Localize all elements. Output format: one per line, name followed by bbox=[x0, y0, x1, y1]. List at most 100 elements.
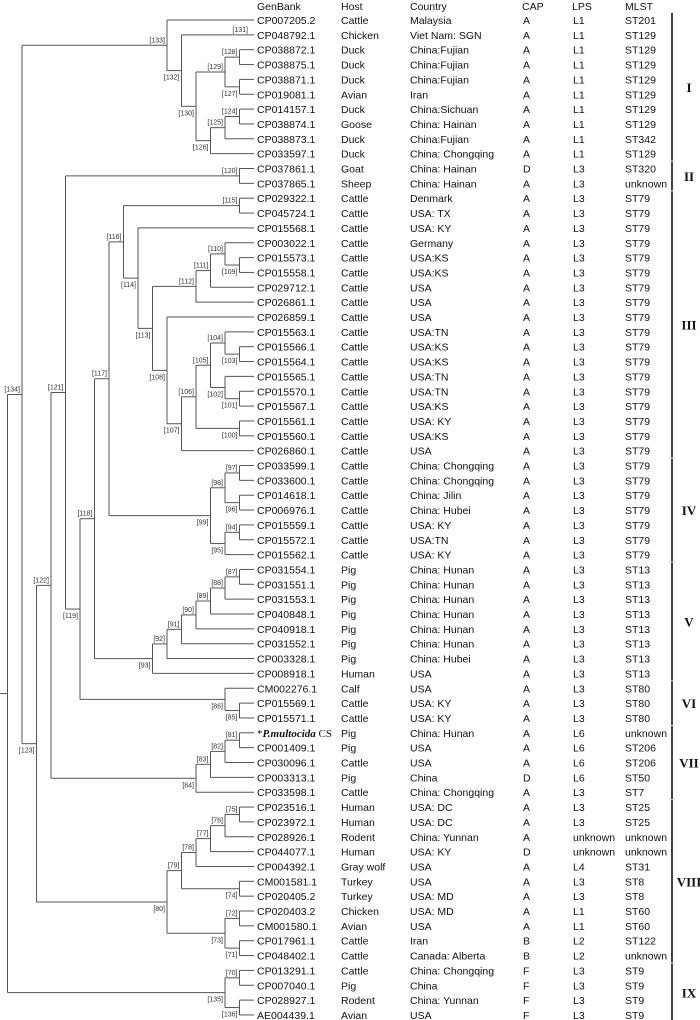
genbank-id: CP026861.1 bbox=[257, 297, 316, 309]
host-cell: Turkey bbox=[341, 891, 373, 903]
lps-cell: L3 bbox=[573, 683, 585, 695]
mlst-cell: ST79 bbox=[625, 312, 650, 324]
node-label: [116] bbox=[106, 234, 121, 241]
cap-cell: A bbox=[523, 802, 530, 814]
genbank-id: *P.multocida CS bbox=[257, 728, 332, 740]
clade-numeral: VI bbox=[682, 696, 696, 711]
host-cell: Cattle bbox=[341, 357, 369, 369]
lps-cell: L6 bbox=[573, 772, 585, 784]
country-cell: Denmark bbox=[410, 193, 453, 205]
genbank-id: CP015562.1 bbox=[257, 550, 316, 562]
host-cell: Cattle bbox=[341, 282, 369, 294]
table-row: CP026861.1 Cattle USA A L3 ST79 bbox=[257, 297, 650, 309]
mlst-cell: ST129 bbox=[625, 104, 656, 116]
genbank-id: CP015568.1 bbox=[257, 223, 316, 235]
node-label: [124] bbox=[222, 109, 238, 116]
node-label: [98] bbox=[211, 480, 223, 487]
mlst-cell: ST79 bbox=[625, 520, 650, 532]
country-cell: USA: DC bbox=[410, 802, 453, 814]
cap-cell: A bbox=[523, 505, 530, 517]
country-cell: USA bbox=[410, 861, 432, 873]
table-row: CM002276.1 Calf USA A L3 ST80 bbox=[257, 683, 650, 695]
genbank-id: CP026859.1 bbox=[257, 312, 316, 324]
host-cell: Pig bbox=[341, 564, 356, 576]
table-row: CP003022.1 Cattle Germany A L3 ST79 bbox=[257, 238, 650, 250]
mlst-cell: ST79 bbox=[625, 490, 650, 502]
genbank-id: CP038871.1 bbox=[257, 74, 316, 86]
node-label: [95] bbox=[211, 547, 223, 554]
host-cell: Human bbox=[341, 802, 375, 814]
clade-numeral: III bbox=[681, 317, 696, 332]
host-cell: Pig bbox=[341, 743, 356, 755]
genbank-id: CP015563.1 bbox=[257, 327, 316, 339]
node-label: [92] bbox=[153, 636, 165, 643]
clade-numeral: VIII bbox=[677, 874, 700, 889]
lps-cell: L3 bbox=[573, 312, 585, 324]
lps-cell: L3 bbox=[573, 238, 585, 250]
clade-numeral: IX bbox=[682, 986, 697, 1001]
table-row: CP029322.1 Cattle Denmark A L3 ST79 bbox=[257, 193, 650, 205]
node-label: [123] bbox=[19, 748, 35, 755]
cap-cell: A bbox=[523, 698, 530, 710]
genbank-id: CP033599.1 bbox=[257, 461, 316, 473]
country-cell: Germany bbox=[410, 238, 454, 250]
host-cell: Pig bbox=[341, 654, 356, 666]
lps-cell: L3 bbox=[573, 223, 585, 235]
table-row: CP023972.1 Human USA: DC A L3 ST25 bbox=[257, 817, 650, 829]
mlst-cell: unknown bbox=[625, 847, 667, 859]
mlst-cell: ST79 bbox=[625, 371, 650, 383]
mlst-cell: ST60 bbox=[625, 921, 650, 933]
country-cell: China:Fujian bbox=[410, 45, 469, 57]
mlst-cell: ST25 bbox=[625, 817, 650, 829]
cap-cell: A bbox=[523, 654, 530, 666]
cap-cell: A bbox=[523, 535, 530, 547]
cap-cell: D bbox=[523, 164, 531, 176]
country-cell: USA: KY bbox=[410, 698, 451, 710]
genbank-id: CP017961.1 bbox=[257, 936, 316, 948]
host-cell: Cattle bbox=[341, 520, 369, 532]
mlst-cell: ST13 bbox=[625, 624, 650, 636]
cap-cell: F bbox=[523, 995, 529, 1007]
lps-cell: L1 bbox=[573, 906, 585, 918]
table-row: CP015565.1 Cattle USA:TN A L3 ST79 bbox=[257, 371, 650, 383]
cap-cell: A bbox=[523, 832, 530, 844]
table-row: CP031551.1 Pig China: Hunan A L3 ST13 bbox=[257, 579, 650, 591]
table-row: CP038873.1 Duck China:Fujian A L1 ST342 bbox=[257, 134, 656, 146]
lps-cell: unknown bbox=[573, 847, 615, 859]
clade-VII: VII bbox=[671, 725, 699, 800]
table-row: CP030096.1 Cattle USA A L6 ST206 bbox=[257, 758, 656, 770]
host-cell: Duck bbox=[341, 104, 366, 116]
country-cell: China:Fujian bbox=[410, 134, 469, 146]
node-label: [94] bbox=[226, 524, 238, 531]
host-cell: Duck bbox=[341, 45, 366, 57]
cap-cell: D bbox=[523, 772, 531, 784]
node-label: [126] bbox=[193, 145, 209, 152]
country-cell: China: Chongqing bbox=[410, 965, 494, 977]
host-cell: Cattle bbox=[341, 936, 369, 948]
cap-cell: A bbox=[523, 683, 530, 695]
cap-cell: A bbox=[523, 609, 530, 621]
cap-cell: A bbox=[523, 639, 530, 651]
country-cell: USA: KY bbox=[410, 713, 451, 725]
country-cell: China: Hubei bbox=[410, 505, 471, 517]
table-row: CP015564.1 Cattle USA:KS A L3 ST79 bbox=[257, 357, 650, 369]
header-host: Host bbox=[341, 1, 363, 13]
country-cell: USA bbox=[410, 446, 432, 458]
lps-cell: L3 bbox=[573, 876, 585, 888]
lps-cell: L1 bbox=[573, 119, 585, 131]
host-cell: Cattle bbox=[341, 386, 369, 398]
host-cell: Gray wolf bbox=[341, 861, 385, 873]
cap-cell: A bbox=[523, 119, 530, 131]
genbank-id: CP038872.1 bbox=[257, 45, 316, 57]
node-label: [91] bbox=[168, 621, 180, 628]
genbank-id: CP019081.1 bbox=[257, 89, 316, 101]
cap-cell: A bbox=[523, 104, 530, 116]
genbank-id: CP015567.1 bbox=[257, 401, 316, 413]
lps-cell: L1 bbox=[573, 104, 585, 116]
country-cell: China: Chongqing bbox=[410, 461, 494, 473]
table-row: CP015572.1 Cattle USA:TN A L3 ST79 bbox=[257, 535, 650, 547]
table-row: CP045724.1 Cattle USA: TX A L3 ST79 bbox=[257, 208, 650, 220]
mlst-cell: ST79 bbox=[625, 342, 650, 354]
host-cell: Pig bbox=[341, 594, 356, 606]
